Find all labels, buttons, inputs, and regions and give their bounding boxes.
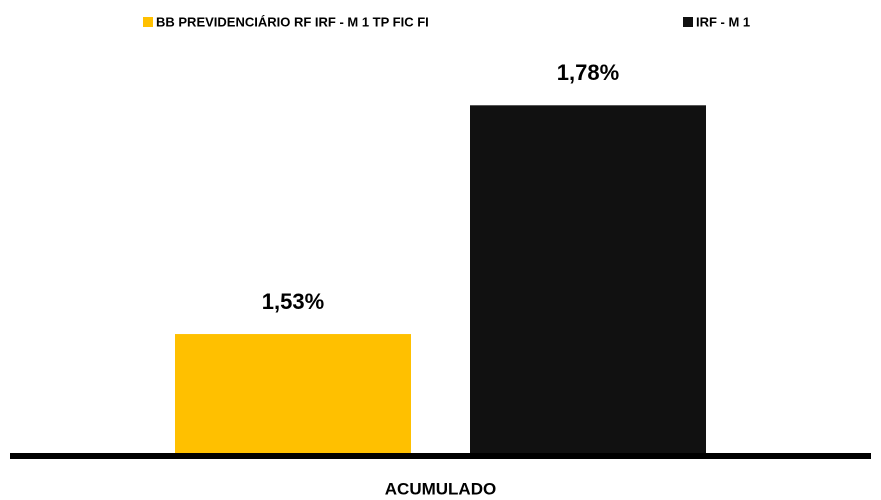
legend-swatch: [143, 17, 153, 27]
legend-label: BB PREVIDENCIÁRIO RF IRF - M 1 TP FIC FI: [156, 14, 429, 29]
data-label: 1,53%: [262, 289, 324, 314]
x-tick-label: ACUMULADO: [385, 479, 496, 498]
legend-swatch: [683, 17, 693, 27]
data-label: 1,78%: [557, 60, 619, 85]
bar: [175, 334, 411, 453]
legend-label: IRF - M 1: [696, 14, 750, 29]
bar: [470, 105, 706, 454]
